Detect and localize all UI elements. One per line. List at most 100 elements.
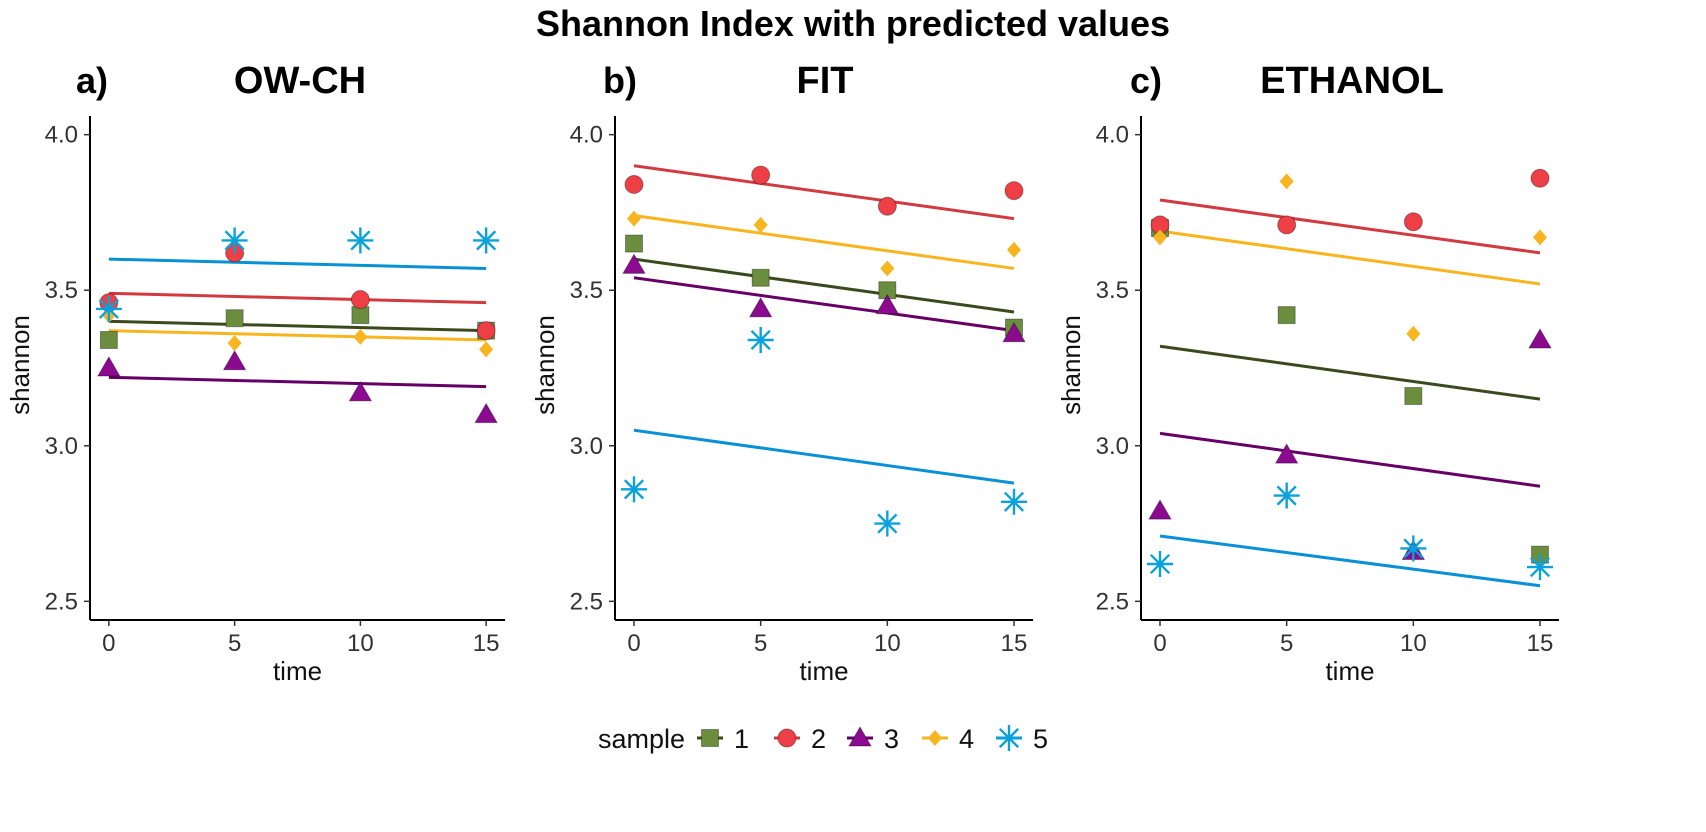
point-sample-5 — [347, 227, 374, 254]
marker-triangle — [1002, 321, 1026, 343]
legend-label: 2 — [811, 724, 826, 754]
point-sample-5 — [747, 327, 774, 353]
marker-asterisk-stroke — [877, 513, 898, 534]
marker-asterisk-stroke — [1529, 557, 1551, 578]
marker-asterisk-stroke — [98, 298, 119, 319]
point-sample-2 — [877, 196, 897, 216]
fit-line-sample-5 — [1159, 534, 1541, 588]
marker-circle — [1277, 215, 1297, 235]
point-sample-5 — [221, 227, 248, 254]
point-sample-2 — [1530, 168, 1550, 188]
marker-circle — [350, 290, 370, 310]
marker-diamond — [227, 335, 242, 352]
point-sample-3 — [875, 293, 900, 315]
x-tick-label: 0 — [102, 630, 115, 657]
point-sample-5 — [1147, 551, 1173, 577]
marker-triangle — [622, 253, 646, 274]
marker-asterisk-stroke — [750, 329, 771, 351]
point-sample-3 — [1148, 499, 1172, 520]
point-sample-5 — [1001, 488, 1027, 515]
fit-line-sample-2 — [1159, 198, 1541, 255]
y-tick-label: 4.0 — [45, 122, 78, 149]
point-sample-4 — [1533, 229, 1547, 246]
marker-triangle — [96, 356, 121, 377]
legend-item-5: 5 — [996, 724, 1048, 754]
marker-triangle — [1528, 328, 1552, 349]
x-tick-label: 15 — [473, 630, 500, 657]
point-sample-5 — [1400, 535, 1427, 562]
point-sample-1 — [1404, 387, 1423, 405]
point-sample-3 — [1002, 321, 1026, 343]
marker-square — [225, 309, 244, 328]
marker-square — [751, 268, 770, 287]
marker-diamond — [1279, 173, 1294, 190]
marker-asterisk-stroke — [1149, 553, 1171, 575]
marker-triangle — [848, 726, 872, 747]
fit-line-sample-3 — [1159, 431, 1541, 488]
point-sample-3 — [96, 356, 121, 377]
fit-line-sample-1 — [1159, 344, 1541, 401]
point-sample-5 — [1273, 482, 1300, 509]
x-tick-label: 5 — [228, 630, 241, 657]
marker-asterisk-stroke — [1003, 491, 1025, 512]
point-sample-2 — [1277, 215, 1297, 235]
marker-triangle — [748, 296, 773, 318]
panel-ow-ch: a) OW-CH 2.5 3.0 3.5 4.0 0 5 10 15 time shannon — [5, 60, 505, 686]
x-tick-label: 10 — [347, 630, 374, 657]
fit-line-sample-1 — [108, 319, 487, 333]
point-sample-5 — [95, 295, 122, 322]
panel-title: OW-CH — [234, 60, 366, 102]
marker-asterisk-stroke — [350, 230, 371, 251]
marker-triangle — [474, 402, 499, 424]
point-sample-4 — [753, 216, 768, 233]
point-sample-4 — [227, 335, 242, 352]
point-sample-4 — [627, 210, 641, 227]
marker-circle — [476, 321, 496, 341]
y-tick-label: 3.5 — [1096, 277, 1129, 304]
panels: a) OW-CH 2.5 3.0 3.5 4.0 0 5 10 15 time shannon b) FI… — [5, 60, 1559, 686]
marker-diamond — [1153, 229, 1167, 246]
y-tick-label: 2.5 — [570, 588, 603, 615]
point-sample-3 — [1274, 443, 1299, 464]
legend-item-1: 1 — [697, 724, 749, 754]
y-axis-label: shannon — [5, 315, 35, 415]
x-axis-label: time — [273, 656, 322, 686]
y-tick-label: 4.0 — [1096, 122, 1129, 149]
marker-diamond — [1406, 325, 1421, 342]
marker-circle — [751, 165, 771, 185]
y-tick-label: 2.5 — [45, 588, 78, 615]
y-tick-label: 3.0 — [1096, 433, 1129, 460]
marker-diamond — [1007, 241, 1021, 258]
point-sample-3 — [1528, 328, 1552, 349]
point-sample-3 — [748, 296, 773, 318]
fit-line-sample-1 — [633, 257, 1015, 314]
fit-line-sample-2 — [633, 164, 1015, 221]
point-sample-5 — [473, 227, 500, 254]
point-sample-4 — [1279, 173, 1294, 190]
point-sample-4 — [479, 341, 494, 358]
fit-line-sample-3 — [108, 375, 487, 389]
panel-title: FIT — [797, 60, 854, 102]
panel-tag: a) — [76, 60, 108, 101]
x-tick-label: 10 — [874, 630, 901, 657]
marker-asterisk-stroke — [1276, 485, 1297, 506]
point-sample-5 — [1527, 554, 1553, 581]
marker-circle — [1530, 168, 1550, 188]
marker-diamond — [479, 341, 494, 358]
marker-asterisk-stroke — [623, 479, 645, 500]
point-sample-1 — [1277, 306, 1296, 325]
marker-diamond — [353, 328, 368, 345]
point-sample-2 — [350, 290, 370, 310]
legend-label: 5 — [1033, 724, 1048, 754]
point-sample-4 — [353, 328, 368, 345]
y-tick-label: 3.0 — [570, 433, 603, 460]
legend-title: sample — [598, 724, 685, 754]
marker-diamond — [1533, 229, 1547, 246]
x-tick-label: 5 — [1280, 630, 1293, 657]
panel-tag: b) — [603, 60, 637, 101]
point-sample-1 — [225, 309, 244, 328]
point-sample-4 — [880, 260, 895, 277]
point-sample-2 — [624, 174, 644, 194]
legend-key-marker — [848, 726, 872, 747]
